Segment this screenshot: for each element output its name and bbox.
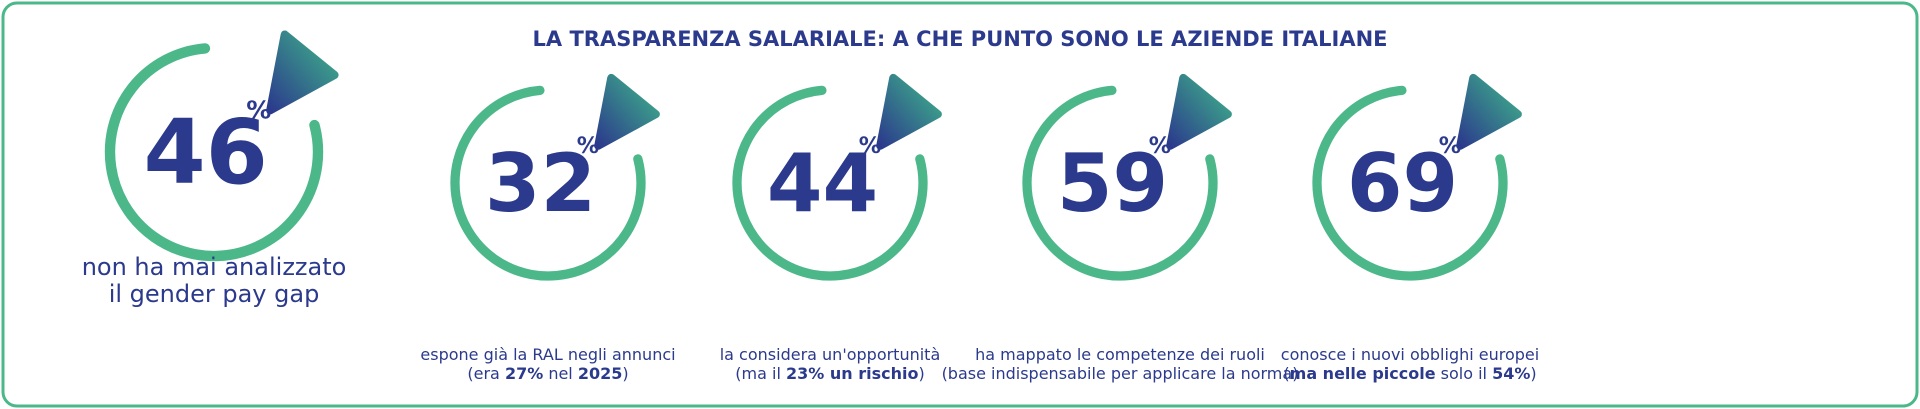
stat-value: 44	[767, 137, 878, 230]
stat-value: 46	[143, 101, 267, 205]
ring	[732, 85, 928, 281]
caption-segment: nel	[543, 364, 578, 383]
caption-segment: (era	[467, 364, 505, 383]
pointer	[1166, 73, 1232, 150]
caption-line: ha mappato le competenze dei ruoli	[975, 345, 1265, 364]
pointer	[594, 73, 660, 150]
caption-line: (ma nelle piccole solo il 54%)	[1283, 364, 1536, 383]
stat-unit: %	[1439, 133, 1461, 159]
caption-segment: la considera un'opportunità	[720, 345, 941, 364]
caption-segment: 54%	[1492, 364, 1530, 383]
stat-value: 32	[485, 137, 596, 230]
stat-unit: %	[246, 96, 271, 125]
caption-line: la considera un'opportunità	[720, 345, 941, 364]
ring	[104, 43, 324, 262]
caption-segment: (	[1283, 364, 1289, 383]
caption-segment: espone già la RAL negli annunci	[420, 345, 675, 364]
caption-segment: solo il	[1436, 364, 1493, 383]
caption-segment: 23% un rischio	[786, 364, 918, 383]
caption-segment: non ha mai analizzato	[82, 253, 347, 281]
caption-segment: (ma il	[735, 364, 786, 383]
caption-line: conosce i nuovi obblighi europei	[1281, 345, 1539, 364]
caption-line: (era 27% nel 2025)	[467, 364, 628, 383]
title: LA TRASPARENZA SALARIALE: A CHE PUNTO SO…	[533, 27, 1388, 51]
caption-segment: ha mappato le competenze dei ruoli	[975, 345, 1265, 364]
stat-unit: %	[1149, 133, 1171, 159]
pointer	[1456, 73, 1522, 150]
caption-segment: )	[918, 364, 924, 383]
caption-segment: (base indispensabile per applicare la no…	[942, 364, 1299, 383]
caption-line: espone già la RAL negli annunci	[420, 345, 675, 364]
caption-segment: 2025	[578, 364, 623, 383]
ring	[1312, 85, 1508, 281]
caption-line: (base indispensabile per applicare la no…	[942, 364, 1299, 383]
caption-line: (ma il 23% un rischio)	[735, 364, 924, 383]
ring	[1022, 85, 1218, 281]
stat-unit: %	[577, 133, 599, 159]
caption-segment: ma nelle piccole	[1290, 364, 1436, 383]
ring	[450, 85, 646, 281]
caption-segment: )	[622, 364, 628, 383]
caption-line: non ha mai analizzato	[82, 253, 347, 281]
pointer	[876, 73, 942, 150]
caption-segment: conosce i nuovi obblighi europei	[1281, 345, 1539, 364]
caption-segment: il gender pay gap	[109, 280, 320, 308]
stat-value: 69	[1347, 137, 1458, 230]
caption-segment: )	[1530, 364, 1536, 383]
caption-line: il gender pay gap	[109, 280, 320, 308]
stat-unit: %	[859, 133, 881, 159]
caption-segment: 27%	[505, 364, 543, 383]
stat-value: 59	[1057, 137, 1168, 230]
pointer	[266, 30, 339, 115]
